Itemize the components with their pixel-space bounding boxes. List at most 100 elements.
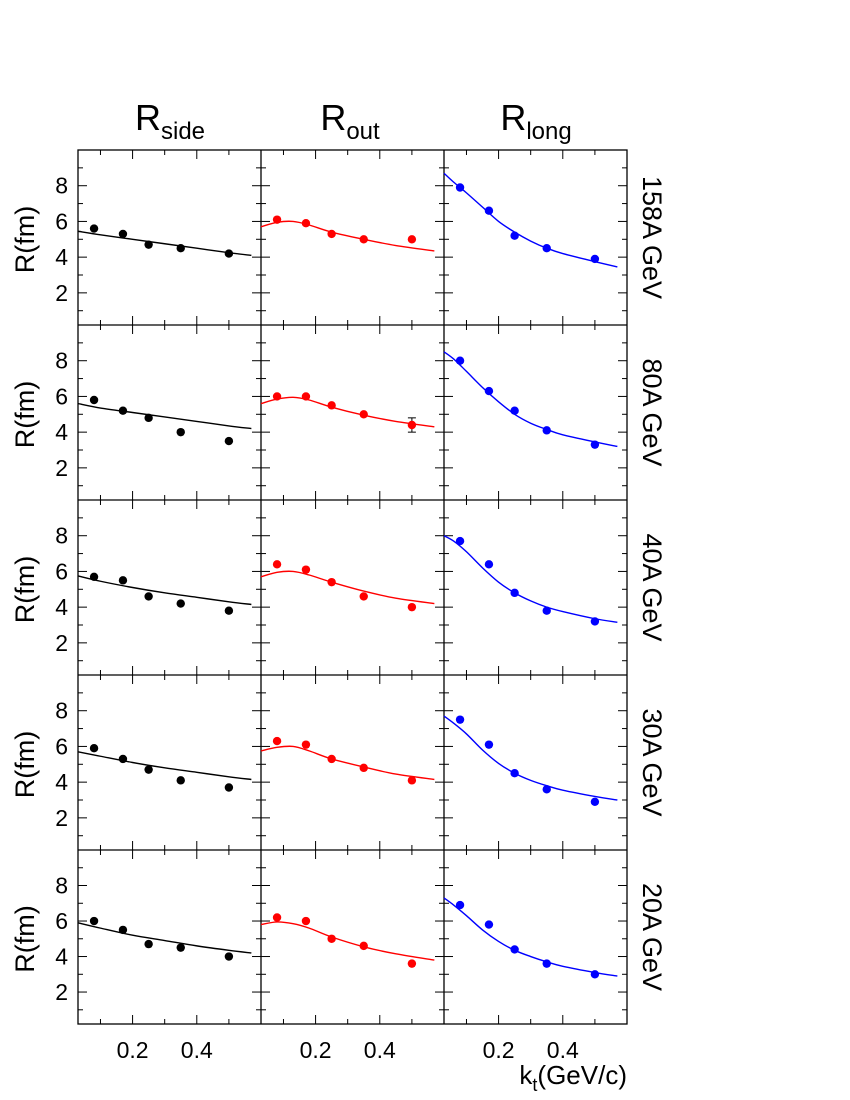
data-point bbox=[359, 235, 368, 244]
data-point bbox=[455, 715, 465, 724]
y-tick-label: 2 bbox=[55, 979, 68, 1005]
panel-R_long-row4 bbox=[443, 715, 618, 806]
data-point bbox=[407, 235, 417, 244]
data-point bbox=[542, 426, 551, 435]
y-tick-label: 8 bbox=[55, 873, 68, 899]
data-point bbox=[484, 560, 494, 569]
row-energy-label: 158A GeV bbox=[637, 176, 667, 299]
data-point bbox=[118, 229, 128, 239]
column-title: Rside bbox=[135, 97, 205, 145]
data-point bbox=[176, 599, 185, 608]
data-point bbox=[542, 785, 551, 794]
y-tick-label: 8 bbox=[55, 173, 68, 199]
fit-curve bbox=[260, 745, 435, 781]
data-point bbox=[224, 952, 234, 961]
x-axis-label: kt(GeV/c) bbox=[519, 1060, 627, 1095]
panel-R_side-row5 bbox=[77, 916, 252, 961]
panel-R_side-row1 bbox=[77, 224, 252, 258]
row-energy-label: 30A GeV bbox=[637, 708, 667, 816]
data-point bbox=[510, 588, 519, 598]
data-point bbox=[510, 945, 519, 954]
panel-R_side-row4 bbox=[77, 744, 252, 792]
y-tick-label: 8 bbox=[55, 698, 68, 724]
data-point bbox=[407, 420, 417, 430]
x-tick-label: 0.4 bbox=[547, 1037, 579, 1063]
panel-R_side-row3 bbox=[77, 572, 252, 615]
y-axis-label: R(fm) bbox=[10, 731, 40, 798]
y-tick-label: 2 bbox=[55, 630, 68, 656]
x-tick-label: 0.2 bbox=[300, 1037, 332, 1063]
panel-R_long-row2 bbox=[443, 351, 618, 449]
data-point bbox=[144, 413, 153, 423]
data-point bbox=[89, 744, 99, 753]
panel-R_out-row2 bbox=[260, 392, 435, 433]
panel-R_out-row1 bbox=[260, 215, 435, 252]
y-axis-label: R(fm) bbox=[10, 905, 40, 972]
data-point bbox=[590, 440, 600, 449]
y-tick-label: 6 bbox=[55, 733, 68, 759]
fit-curve bbox=[260, 220, 435, 252]
data-point bbox=[176, 943, 185, 952]
column-title: Rlong bbox=[500, 97, 571, 145]
fit-curve bbox=[443, 172, 618, 268]
x-tick-label: 0.4 bbox=[364, 1037, 396, 1063]
data-point bbox=[327, 934, 336, 943]
row-energy-label: 20A GeV bbox=[637, 883, 667, 991]
data-point bbox=[144, 939, 153, 949]
fit-curve bbox=[260, 570, 435, 605]
y-tick-label: 6 bbox=[55, 558, 68, 584]
y-axis-label: R(fm) bbox=[10, 206, 40, 273]
panel-R_long-row5 bbox=[443, 897, 618, 979]
data-point bbox=[176, 427, 185, 437]
data-point bbox=[359, 410, 368, 419]
data-point bbox=[272, 392, 282, 401]
data-point bbox=[484, 740, 494, 749]
data-point bbox=[176, 244, 185, 253]
panel-R_out-row5 bbox=[260, 913, 435, 968]
panel-R_out-row3 bbox=[260, 560, 435, 612]
y-tick-label: 6 bbox=[55, 208, 68, 234]
column-title: Rout bbox=[320, 97, 380, 145]
y-tick-label: 4 bbox=[55, 944, 68, 970]
data-point bbox=[590, 970, 600, 979]
fit-curve bbox=[443, 351, 618, 448]
data-point bbox=[224, 783, 234, 792]
panel-R_out-row4 bbox=[260, 736, 435, 785]
data-point bbox=[510, 769, 519, 778]
data-point bbox=[272, 913, 282, 922]
y-tick-label: 2 bbox=[55, 805, 68, 831]
data-point bbox=[407, 959, 417, 968]
data-point bbox=[89, 224, 99, 233]
fit-curve bbox=[260, 921, 435, 961]
column-title-subscript: long bbox=[526, 118, 571, 145]
data-point bbox=[455, 536, 465, 546]
data-point bbox=[327, 229, 336, 239]
data-point bbox=[359, 592, 368, 601]
fit-curve bbox=[443, 897, 618, 977]
fit-curve bbox=[77, 922, 252, 954]
y-tick-label: 8 bbox=[55, 523, 68, 549]
data-point bbox=[224, 249, 234, 258]
panel-R_side-row2 bbox=[77, 395, 252, 446]
data-point bbox=[144, 765, 153, 774]
data-point bbox=[484, 386, 494, 396]
data-point bbox=[590, 617, 600, 626]
data-point bbox=[542, 244, 551, 253]
data-point bbox=[89, 916, 99, 926]
data-point bbox=[301, 740, 311, 749]
data-point bbox=[224, 436, 234, 446]
data-point bbox=[484, 206, 494, 215]
data-point bbox=[455, 900, 465, 910]
x-axis-label-subscript: t bbox=[532, 1075, 537, 1095]
data-point bbox=[272, 736, 282, 746]
y-tick-label: 8 bbox=[55, 348, 68, 374]
y-tick-label: 4 bbox=[55, 244, 68, 270]
fit-curve bbox=[77, 402, 252, 430]
fit-curve bbox=[443, 715, 618, 801]
data-point bbox=[301, 916, 311, 926]
y-tick-label: 4 bbox=[55, 769, 68, 795]
data-point bbox=[407, 602, 417, 612]
y-tick-label: 6 bbox=[55, 383, 68, 409]
data-point bbox=[327, 577, 336, 587]
